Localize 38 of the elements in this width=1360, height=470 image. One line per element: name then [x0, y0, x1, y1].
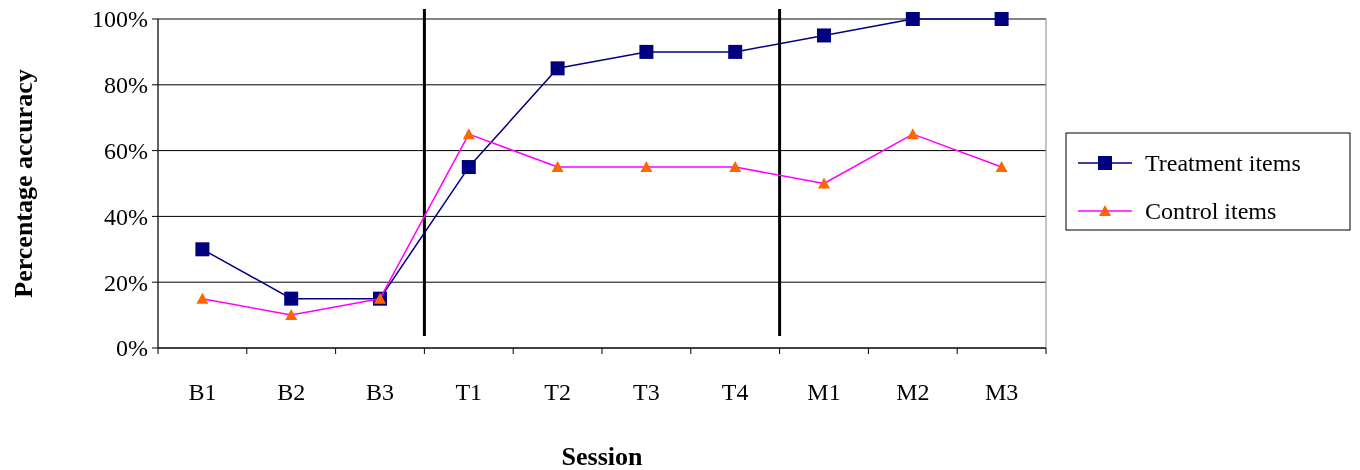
x-axis-title: Session — [561, 442, 643, 470]
y-tick-label: 60% — [104, 138, 148, 164]
y-tick-label: 80% — [104, 72, 148, 99]
point — [461, 160, 476, 175]
x-tick-label: T2 — [544, 379, 571, 405]
x-tick-label: B1 — [188, 379, 217, 405]
point — [905, 12, 920, 26]
point — [640, 161, 653, 173]
point — [551, 161, 564, 173]
point — [729, 161, 742, 173]
point — [818, 177, 830, 189]
point — [285, 309, 298, 321]
x-tick-label: T1 — [455, 379, 483, 405]
legend-label: Treatment items — [1145, 150, 1301, 176]
y-tick-label: 20% — [104, 269, 148, 296]
x-tick-label: M1 — [807, 379, 841, 405]
x-tick-label: B3 — [365, 379, 395, 405]
point — [817, 28, 831, 43]
point — [994, 12, 1009, 26]
y-tick-label: 100% — [92, 6, 148, 33]
x-tick-label: M2 — [896, 379, 930, 405]
point — [906, 128, 919, 140]
point — [995, 161, 1008, 173]
point — [462, 128, 475, 140]
y-axis-title: Percentage accuracy — [9, 69, 38, 298]
point — [728, 44, 743, 59]
legend-label: Control items — [1145, 198, 1277, 224]
x-tick-label: T3 — [633, 379, 660, 405]
y-tick-label: 0% — [116, 335, 148, 362]
point — [195, 242, 210, 257]
x-tick-label: B2 — [277, 379, 306, 405]
x-tick-label: M3 — [984, 379, 1019, 405]
y-tick-label: 40% — [104, 203, 148, 230]
x-tick-label: T4 — [721, 379, 749, 405]
point — [639, 44, 654, 59]
point — [550, 61, 565, 76]
point — [196, 292, 209, 304]
point — [284, 291, 299, 306]
